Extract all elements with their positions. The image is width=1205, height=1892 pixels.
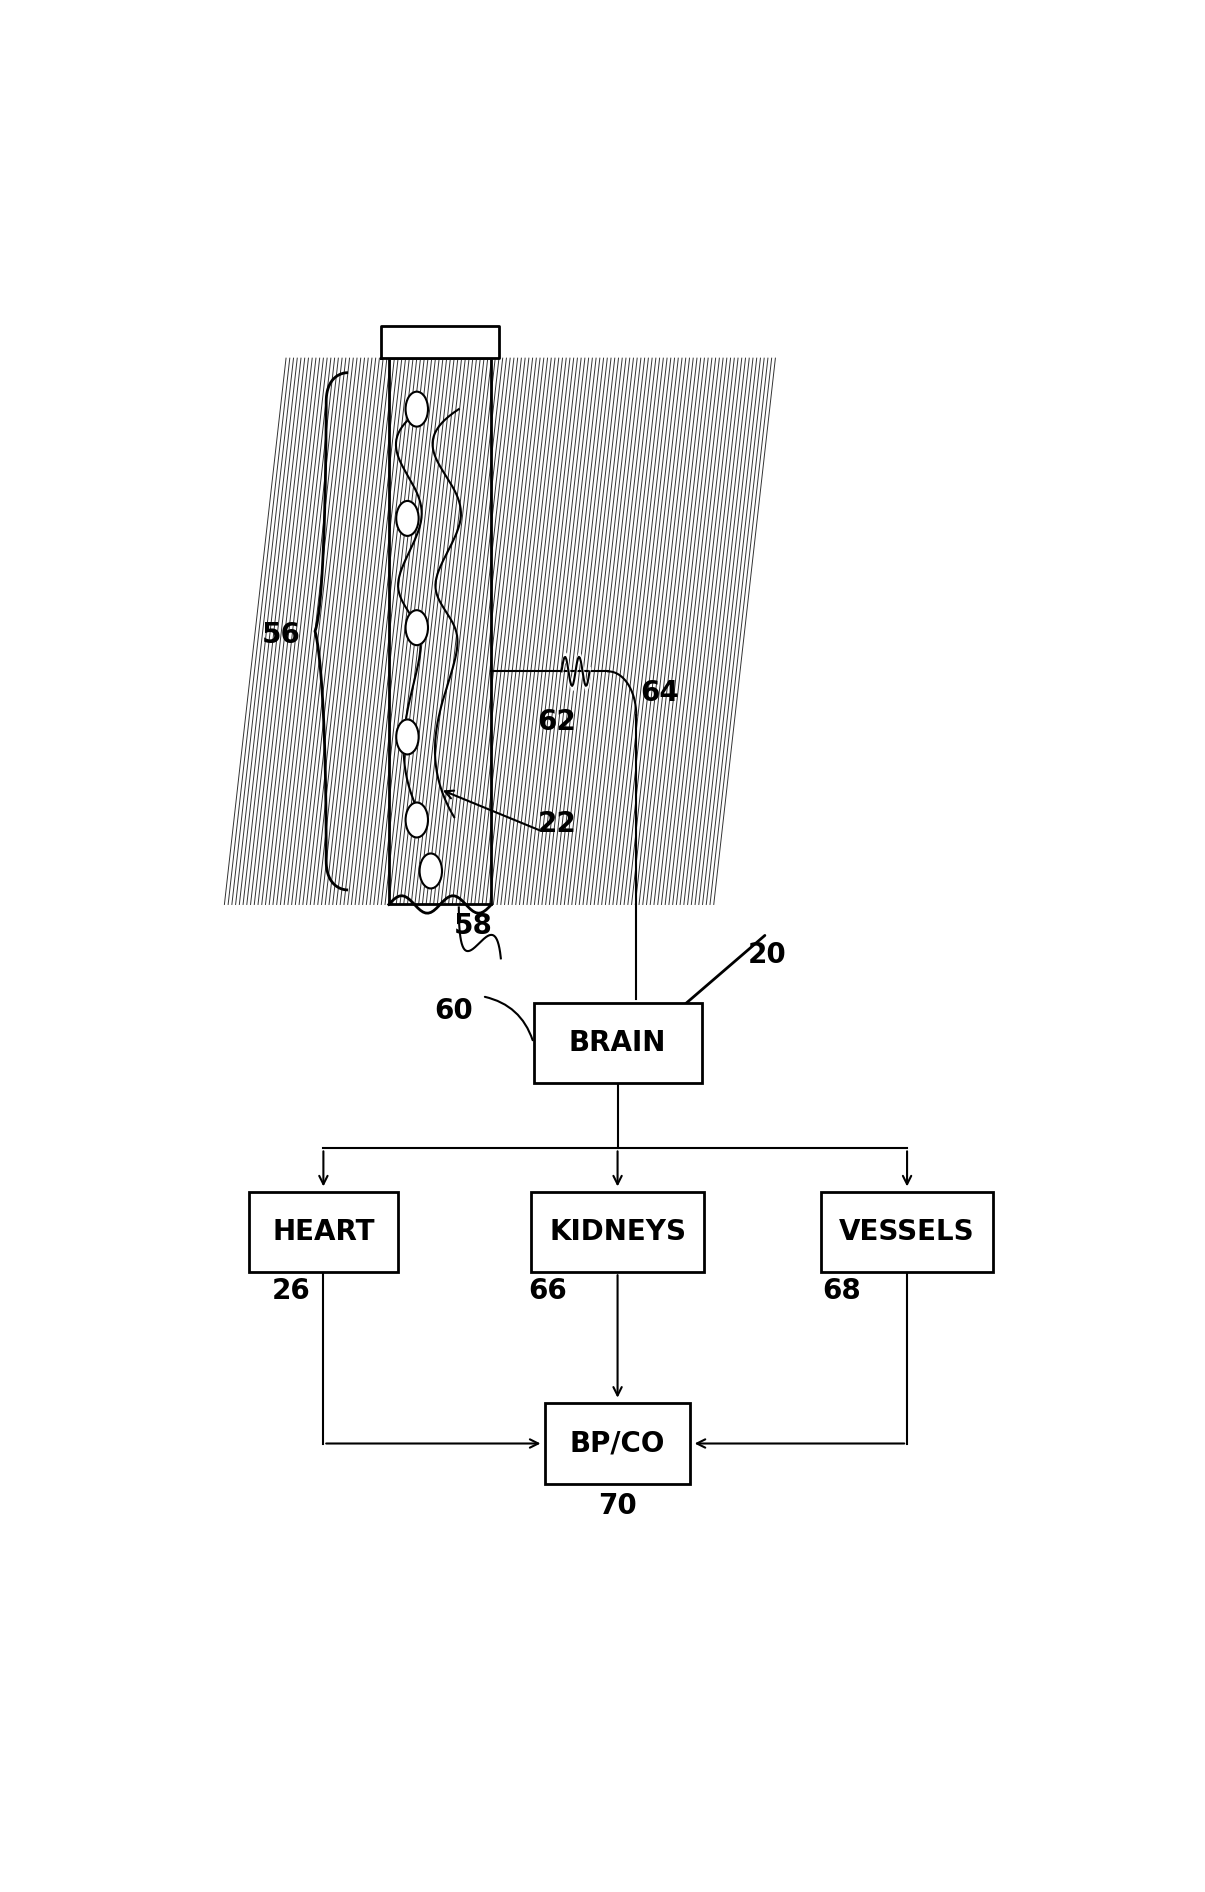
Text: KIDNEYS: KIDNEYS (549, 1218, 686, 1247)
Circle shape (396, 501, 418, 535)
Text: 20: 20 (747, 942, 787, 969)
Text: HEART: HEART (272, 1218, 375, 1247)
Text: 62: 62 (537, 708, 576, 736)
Polygon shape (381, 325, 499, 358)
Bar (389, 358, 492, 904)
Circle shape (406, 611, 428, 645)
Text: 56: 56 (261, 621, 301, 649)
Circle shape (419, 853, 442, 889)
Text: 22: 22 (537, 810, 576, 838)
Text: 70: 70 (598, 1493, 637, 1519)
Text: BRAIN: BRAIN (569, 1029, 666, 1058)
Bar (389, 358, 492, 904)
Circle shape (406, 392, 428, 426)
Text: 66: 66 (528, 1277, 566, 1304)
Text: 68: 68 (822, 1277, 862, 1304)
Text: 26: 26 (271, 1277, 310, 1304)
Text: 60: 60 (434, 997, 472, 1025)
Text: 58: 58 (453, 912, 493, 940)
Text: VESSELS: VESSELS (839, 1218, 975, 1247)
Text: BP/CO: BP/CO (570, 1430, 665, 1457)
Bar (531, 1192, 704, 1271)
Bar (534, 1003, 701, 1082)
Text: 64: 64 (640, 679, 678, 708)
Circle shape (406, 802, 428, 838)
Circle shape (396, 719, 418, 755)
Bar (389, 358, 492, 904)
Bar (821, 1192, 993, 1271)
Bar (545, 1404, 690, 1483)
Bar (248, 1192, 398, 1271)
